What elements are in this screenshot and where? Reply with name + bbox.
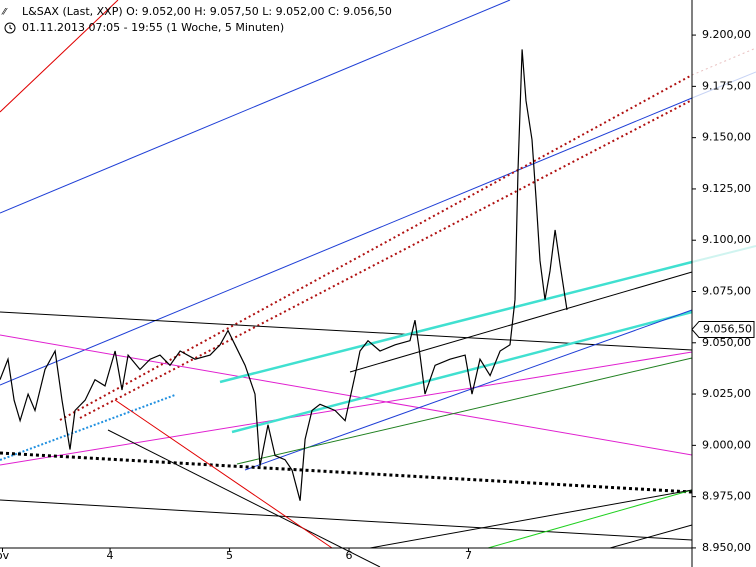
y-tick-label: 9.100,00 — [702, 233, 751, 246]
trend-line — [609, 524, 693, 549]
x-tick-label: ov — [0, 549, 10, 562]
trend-line — [59, 74, 693, 421]
y-tick-label: 9.175,00 — [702, 79, 751, 92]
y-tick-label: 9.150,00 — [702, 131, 751, 144]
trend-line — [114, 399, 333, 549]
clock-icon — [9, 25, 13, 30]
y-tick-label: 9.050,00 — [702, 336, 751, 349]
y-tick-label: 9.125,00 — [702, 182, 751, 195]
y-tick-label: 9.200,00 — [702, 28, 751, 41]
last-price-label: 9.056,50 — [703, 322, 752, 335]
x-tick-label: 7 — [465, 549, 472, 562]
x-tick-label: 5 — [226, 549, 233, 562]
trend-line — [0, 0, 511, 214]
y-tick-label: 8.975,00 — [702, 490, 751, 503]
chart-icon: ⁄⁄ — [1, 8, 9, 18]
last-price-box — [691, 320, 755, 338]
x-tick-label: 6 — [346, 549, 353, 562]
y-tick-label: 9.000,00 — [702, 438, 751, 451]
trend-line — [691, 245, 756, 263]
trend-line — [0, 451, 693, 494]
trend-line — [219, 260, 693, 384]
y-tick-label: 8.950,00 — [702, 541, 751, 554]
price-line — [0, 49, 568, 501]
trend-line — [0, 351, 693, 466]
trend-line — [244, 309, 693, 471]
trend-line — [691, 47, 756, 76]
y-tick-label: 9.025,00 — [702, 387, 751, 400]
trend-line — [0, 311, 693, 351]
clock-icon — [4, 22, 16, 34]
trend-line — [349, 271, 693, 373]
chart-title: L&SAX (Last, XXP) O: 9.052,00 H: 9.057,5… — [22, 5, 392, 18]
trend-line — [0, 499, 693, 541]
x-tick-label: 4 — [107, 549, 114, 562]
trend-line — [0, 394, 176, 461]
trend-line — [487, 489, 693, 549]
trend-line — [0, 0, 119, 113]
chart-subtitle: 01.11.2013 07:05 - 19:55 (1 Woche, 5 Min… — [22, 21, 284, 34]
y-tick-label: 9.075,00 — [702, 285, 751, 298]
trend-line — [691, 71, 756, 99]
trend-line — [236, 357, 693, 465]
trend-line — [231, 310, 693, 434]
trend-line — [369, 489, 693, 549]
trend-line — [0, 97, 693, 386]
trend-line — [107, 429, 381, 567]
